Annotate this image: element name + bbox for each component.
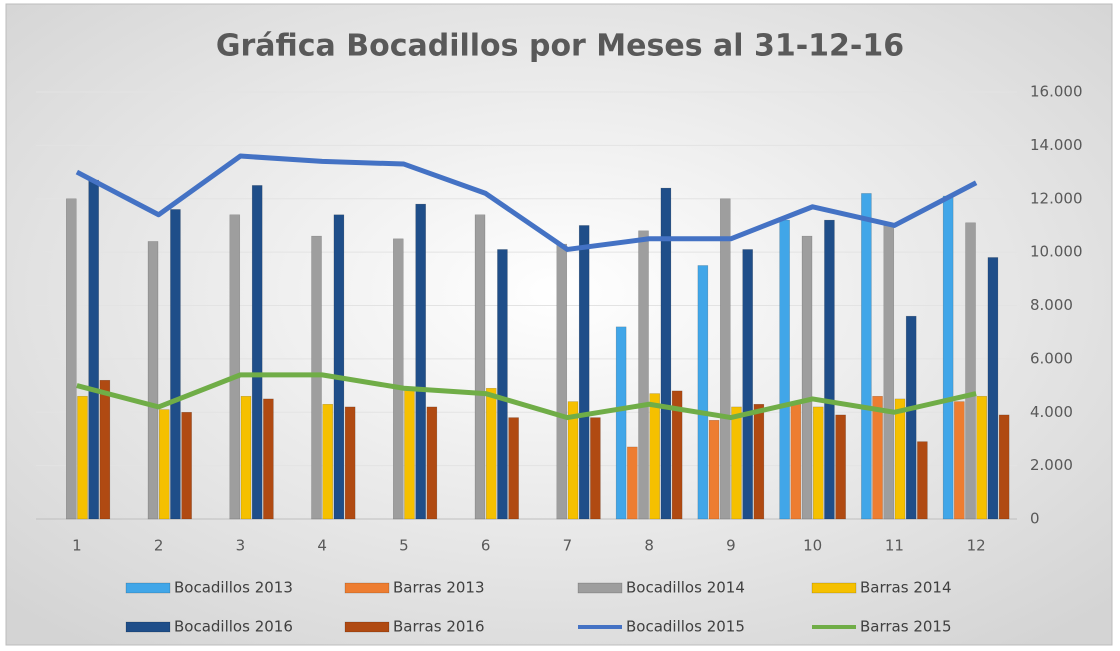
bar <box>393 238 404 520</box>
bar <box>779 219 790 520</box>
x-tick-label: 10 <box>803 537 822 555</box>
bar <box>170 209 181 520</box>
bar <box>627 446 638 520</box>
bar <box>147 241 159 520</box>
bar <box>322 403 333 520</box>
bar <box>872 395 883 520</box>
bar <box>404 387 415 520</box>
bar <box>742 249 753 520</box>
bar <box>965 222 976 520</box>
bar <box>649 393 660 520</box>
legend-label: Bocadillos 2016 <box>174 618 293 636</box>
y-tick-label: 8.000 <box>1030 296 1073 314</box>
line <box>75 153 978 252</box>
chart-title: Gráfica Bocadillos por Meses al 31-12-16 <box>216 29 904 64</box>
bar <box>485 387 497 520</box>
bar <box>567 401 579 520</box>
bar <box>508 417 519 520</box>
legend-label: Barras 2015 <box>860 618 952 636</box>
y-tick-label: 6.000 <box>1030 349 1073 367</box>
bar <box>883 225 895 520</box>
bar <box>835 414 846 520</box>
legend-label: Bocadillos 2013 <box>174 579 293 597</box>
x-tick-label: 3 <box>236 537 246 555</box>
bar <box>954 401 965 520</box>
x-tick-label: 7 <box>563 537 573 555</box>
legend-swatch <box>344 582 390 594</box>
bar <box>824 219 835 520</box>
legend-label: Bocadillos 2015 <box>626 618 745 636</box>
bar <box>229 214 241 520</box>
bar <box>697 265 709 520</box>
bar <box>415 203 426 520</box>
bar <box>578 225 590 520</box>
bar <box>894 398 906 520</box>
bar <box>861 193 872 520</box>
bar <box>708 420 720 520</box>
x-tick-label: 8 <box>644 537 654 555</box>
bar <box>181 412 192 520</box>
x-tick-label: 1 <box>72 537 82 555</box>
bar <box>998 414 1010 520</box>
bar <box>88 179 99 520</box>
bar <box>615 326 627 520</box>
x-tick-label: 5 <box>399 537 409 555</box>
legend-label: Barras 2016 <box>393 618 485 636</box>
legend-swatch <box>344 621 390 633</box>
bar <box>671 390 683 520</box>
bar <box>263 398 274 520</box>
bar <box>158 409 170 520</box>
bar <box>905 315 917 520</box>
bar <box>251 185 263 520</box>
y-tick-label: 0 <box>1030 510 1040 528</box>
y-tick-label: 14.000 <box>1030 136 1083 154</box>
bar <box>660 187 672 520</box>
bar <box>917 441 928 520</box>
bar <box>240 395 252 520</box>
x-tick-label: 11 <box>885 537 904 555</box>
legend-swatch <box>577 582 623 594</box>
bar <box>987 257 999 520</box>
bar <box>311 235 322 520</box>
legend-swatch <box>125 621 171 633</box>
bar <box>801 235 813 520</box>
bar <box>333 214 345 520</box>
legend-label: Barras 2013 <box>393 579 485 597</box>
y-tick-label: 4.000 <box>1030 403 1073 421</box>
y-tick-label: 12.000 <box>1030 189 1083 207</box>
bar <box>638 230 649 520</box>
bar <box>790 403 802 520</box>
bar <box>976 395 987 520</box>
legend-label: Bocadillos 2014 <box>626 579 745 597</box>
x-tick-label: 6 <box>481 537 491 555</box>
line <box>76 372 977 421</box>
y-tick-label: 10.000 <box>1030 243 1083 261</box>
x-tick-label: 12 <box>967 537 986 555</box>
bar <box>426 406 438 520</box>
y-tick-label: 16.000 <box>1030 83 1083 101</box>
bar <box>99 379 111 520</box>
x-tick-label: 2 <box>154 537 164 555</box>
x-tick-label: 9 <box>726 537 736 555</box>
bar <box>720 198 731 520</box>
y-tick-label: 2.000 <box>1030 456 1073 474</box>
bar <box>77 395 88 520</box>
legend-swatch <box>811 582 857 594</box>
bar <box>556 243 568 520</box>
bar <box>497 249 508 520</box>
legend-label: Barras 2014 <box>860 579 952 597</box>
bar <box>731 406 742 520</box>
bar <box>753 403 765 520</box>
bar <box>474 214 486 520</box>
bar <box>590 417 601 520</box>
bar <box>942 195 954 520</box>
x-tick-label: 4 <box>317 537 327 555</box>
bar <box>812 406 824 520</box>
bar <box>344 406 356 520</box>
legend-swatch <box>125 582 171 594</box>
bar <box>66 198 77 520</box>
